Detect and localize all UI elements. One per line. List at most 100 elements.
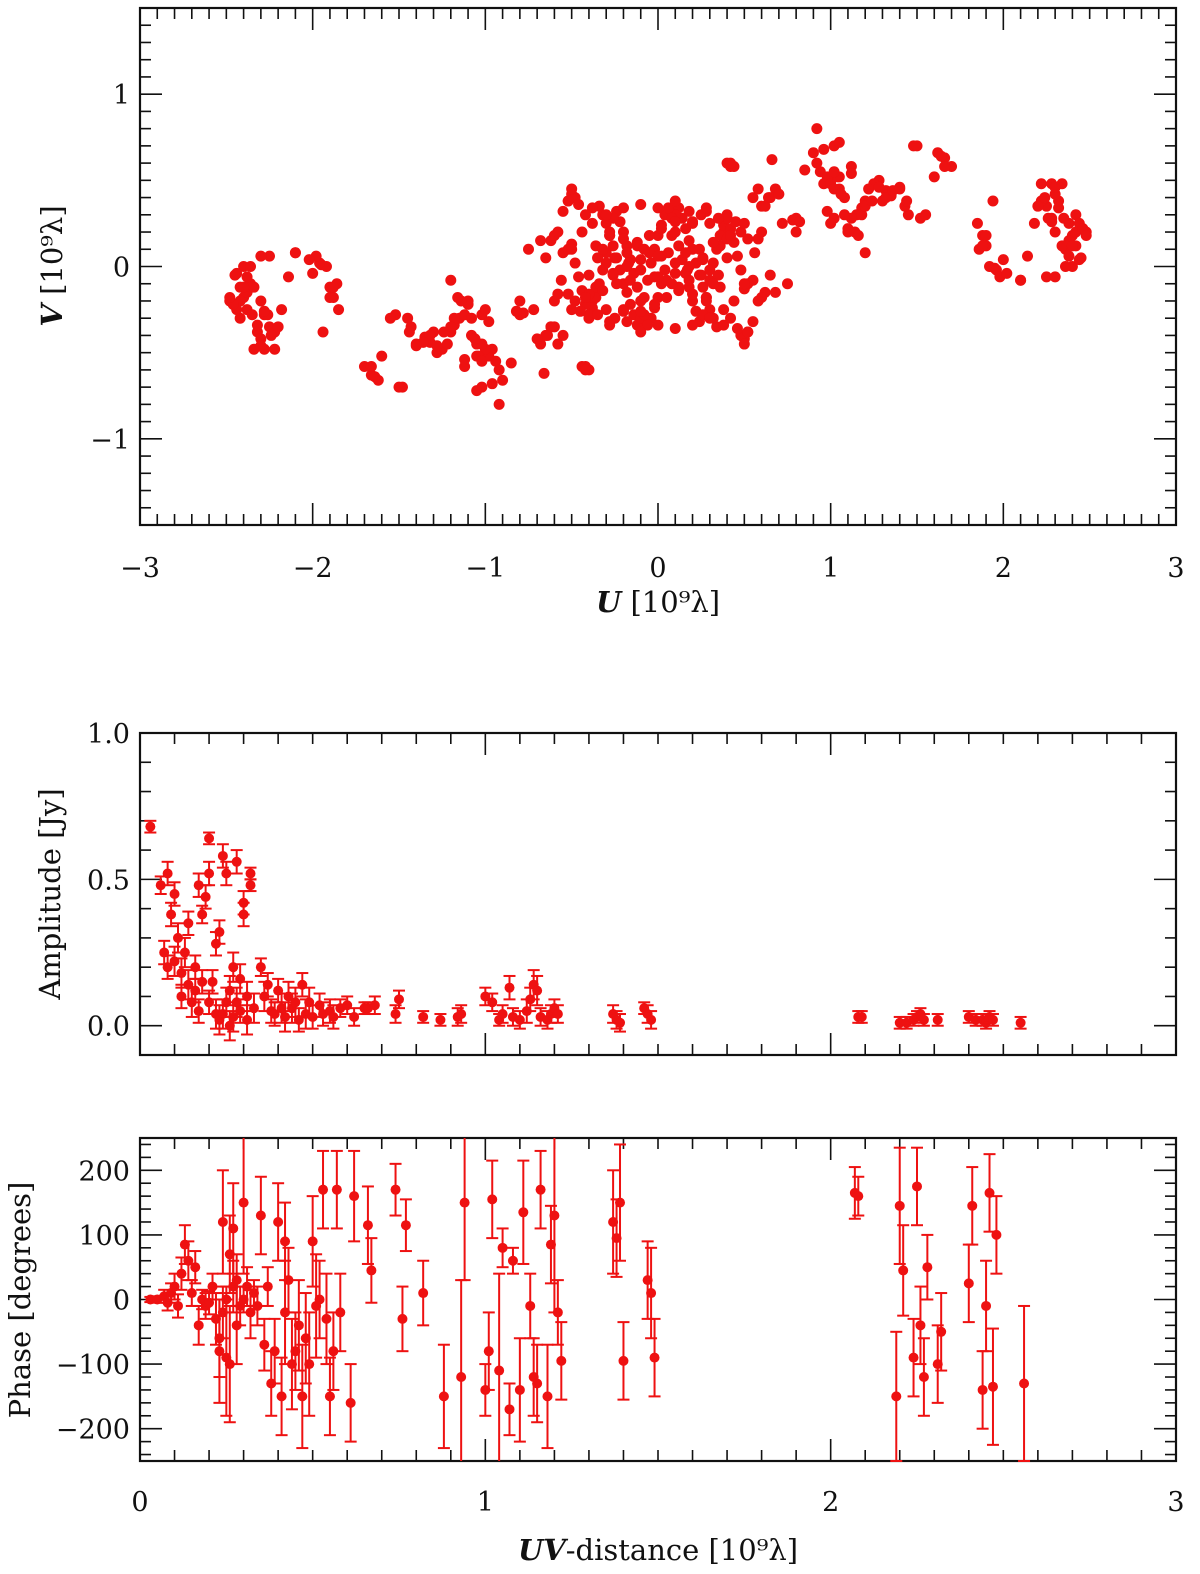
amplitude-y-tick-label: 0.5 xyxy=(87,865,130,896)
amplitude-y-tick-labels: 0.0 0.5 1.0 xyxy=(87,719,130,1043)
uv-point-conjugate xyxy=(825,217,837,229)
uv-point-conjugate xyxy=(631,281,643,293)
uv-point xyxy=(838,209,850,221)
uv-point-conjugate xyxy=(611,278,623,290)
phase-point xyxy=(542,1391,553,1402)
phase-point xyxy=(987,1381,998,1392)
phase-point xyxy=(552,1307,563,1318)
phase-point xyxy=(497,1242,508,1253)
amplitude-point xyxy=(179,947,190,958)
uv-coverage-points xyxy=(224,123,1092,410)
uv-point xyxy=(725,312,737,324)
phase-point xyxy=(912,1181,922,1192)
uv-point xyxy=(730,216,742,228)
uv-point xyxy=(828,166,840,178)
amplitude-point xyxy=(552,1009,563,1020)
uv-point-conjugate xyxy=(683,235,695,247)
phase-point xyxy=(259,1339,270,1350)
uv-point-conjugate xyxy=(545,321,557,333)
uv-point xyxy=(704,312,716,324)
uv-point-conjugate xyxy=(523,243,534,255)
amplitude-point xyxy=(646,1014,657,1025)
phase-x-tick-label: 3 xyxy=(1167,1487,1184,1518)
phase-point xyxy=(183,1255,194,1266)
uv-point xyxy=(782,278,793,290)
uv-coverage-panel: −3 −2 −1 0 1 2 3 −1 0 1 U [10⁹λ] V [10⁹λ] xyxy=(35,6,1185,619)
uv-point xyxy=(939,161,951,173)
uv-point xyxy=(901,195,913,207)
uv-point-conjugate xyxy=(369,371,381,383)
amplitude-point xyxy=(932,1014,943,1025)
uv-point xyxy=(483,316,495,328)
phase-point xyxy=(193,1320,204,1331)
phase-point xyxy=(324,1391,335,1402)
phase-y-tick-label: 100 xyxy=(78,1221,130,1252)
uv-point-conjugate xyxy=(902,209,914,221)
uv-point-conjugate xyxy=(1070,209,1082,221)
phase-point xyxy=(483,1346,494,1357)
phase-point xyxy=(1019,1378,1030,1389)
uv-point-conjugate xyxy=(272,321,284,333)
uv-point xyxy=(1015,274,1027,286)
phase-point xyxy=(390,1184,401,1195)
phase-y-tick-label: −100 xyxy=(56,1350,130,1381)
phase-point xyxy=(238,1197,249,1208)
phase-point xyxy=(345,1397,356,1408)
amplitude-point xyxy=(369,1000,380,1011)
uv-point xyxy=(683,274,695,286)
uv-point xyxy=(856,209,868,221)
amplitude-point xyxy=(245,880,256,891)
amplitude-point xyxy=(238,909,249,920)
uv-point xyxy=(799,164,811,176)
phase-point xyxy=(487,1194,498,1205)
uv-point xyxy=(735,264,747,276)
uv-point xyxy=(635,305,647,317)
phase-point xyxy=(331,1184,342,1195)
amplitude-y-axis-label: Amplitude [Jy] xyxy=(33,788,67,1000)
amplitude-point xyxy=(497,1009,508,1020)
uv-x-tick-label: −3 xyxy=(120,553,160,584)
uv-point-conjugate xyxy=(431,340,443,352)
uv-point xyxy=(987,195,999,207)
uv-point-conjugate xyxy=(749,247,761,259)
amplitude-point xyxy=(197,976,208,987)
uv-point-conjugate xyxy=(505,357,517,369)
uv-point xyxy=(764,269,776,281)
amplitude-point xyxy=(435,1014,446,1025)
phase-point xyxy=(456,1372,467,1383)
phase-point xyxy=(981,1300,992,1311)
amplitude-point xyxy=(255,962,266,973)
phase-point xyxy=(293,1320,304,1331)
amplitude-point xyxy=(204,833,215,844)
uv-point xyxy=(935,150,947,162)
uv-point xyxy=(1046,216,1058,228)
uv-point-conjugate xyxy=(731,323,743,335)
phase-point xyxy=(615,1197,626,1208)
uv-point-conjugate xyxy=(445,274,457,286)
uv-coverage-x-axis-label: U [10⁹λ] xyxy=(596,585,720,619)
uv-point xyxy=(649,298,661,310)
uv-point-conjugate xyxy=(609,252,621,264)
uv-point-conjugate xyxy=(238,281,250,293)
uv-point xyxy=(514,295,526,307)
uv-point xyxy=(255,295,267,307)
amplitude-y-tick-label: 0.0 xyxy=(87,1012,130,1043)
uv-point xyxy=(552,288,564,300)
uv-x-tick-label: −1 xyxy=(465,553,505,584)
uv-point-conjugate xyxy=(282,271,294,283)
uv-point xyxy=(661,292,673,304)
amplitude-point xyxy=(390,1009,401,1020)
uv-point-conjugate xyxy=(562,195,574,207)
uv-point-conjugate xyxy=(566,183,578,195)
uv-point-conjugate xyxy=(747,316,759,328)
uv-point xyxy=(592,252,604,264)
phase-point xyxy=(217,1216,228,1227)
uv-point-conjugate xyxy=(552,338,564,350)
uv-point xyxy=(728,295,740,307)
uv-point-conjugate xyxy=(1058,212,1070,224)
uv-point-conjugate xyxy=(600,209,612,221)
uv-point-conjugate xyxy=(811,157,823,169)
uv-point-conjugate xyxy=(721,252,733,264)
uv-point-conjugate xyxy=(317,326,329,338)
